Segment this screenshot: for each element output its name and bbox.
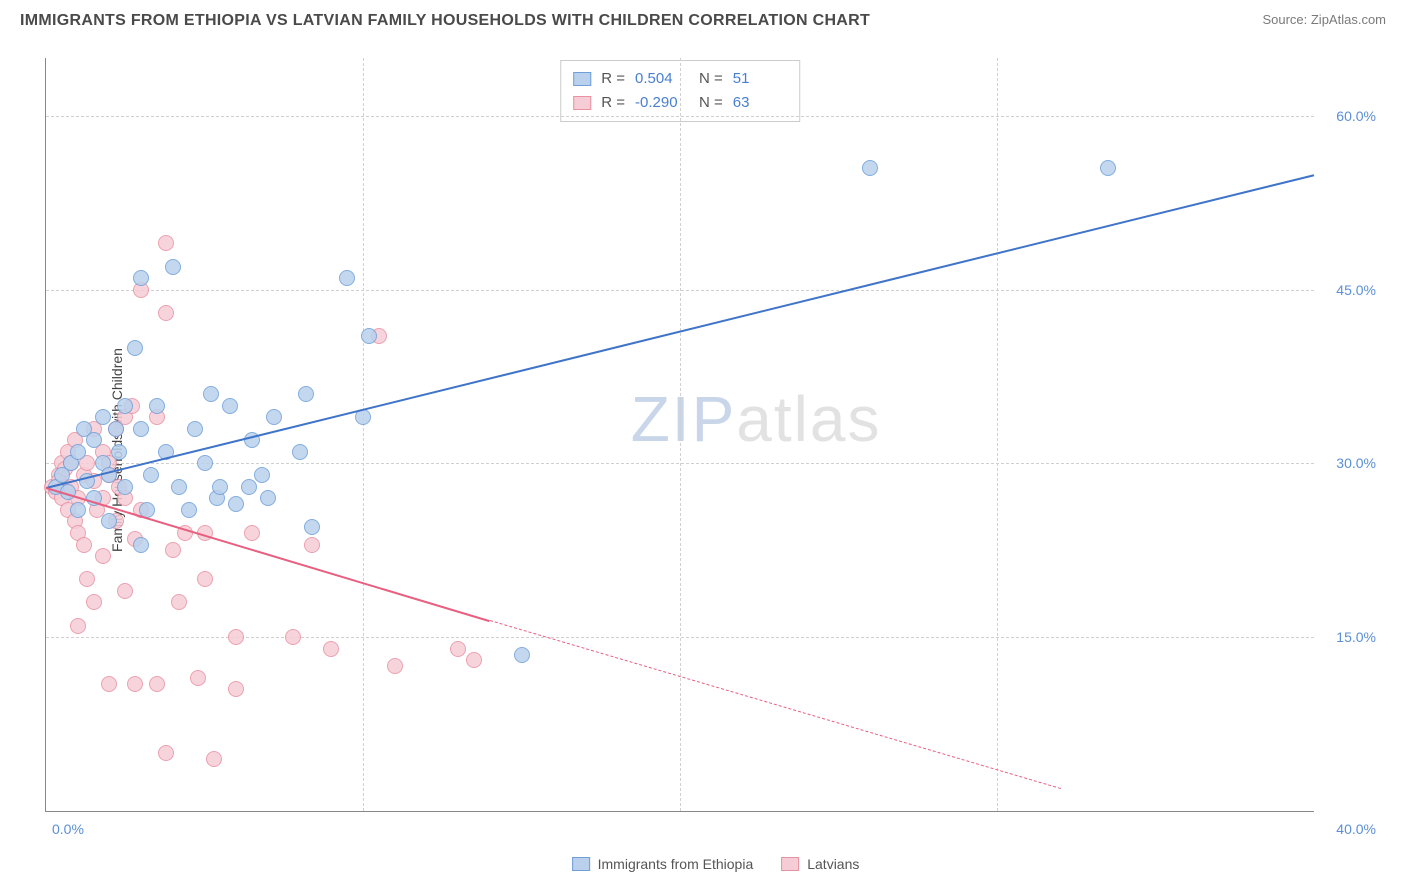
swatch-series-a bbox=[572, 857, 590, 871]
marker-series-b bbox=[117, 583, 133, 599]
marker-series-b bbox=[70, 618, 86, 634]
marker-series-a bbox=[127, 340, 143, 356]
plot-area: ZIPatlas R = 0.504 N = 51 R = -0.290 N =… bbox=[45, 58, 1314, 812]
marker-series-a bbox=[133, 270, 149, 286]
r-label: R = bbox=[601, 91, 625, 115]
marker-series-a bbox=[111, 444, 127, 460]
marker-series-b bbox=[197, 571, 213, 587]
marker-series-a bbox=[149, 398, 165, 414]
marker-series-b bbox=[158, 745, 174, 761]
marker-series-a bbox=[181, 502, 197, 518]
y-tick-label: 60.0% bbox=[1336, 108, 1376, 124]
marker-series-a bbox=[862, 160, 878, 176]
n-label: N = bbox=[699, 91, 723, 115]
legend-label-a: Immigrants from Ethiopia bbox=[598, 856, 754, 872]
chart-title: IMMIGRANTS FROM ETHIOPIA VS LATVIAN FAMI… bbox=[20, 12, 870, 30]
marker-series-b bbox=[95, 548, 111, 564]
marker-series-b bbox=[190, 670, 206, 686]
marker-series-b bbox=[228, 681, 244, 697]
marker-series-a bbox=[304, 519, 320, 535]
marker-series-b bbox=[387, 658, 403, 674]
marker-series-a bbox=[203, 386, 219, 402]
marker-series-b bbox=[206, 751, 222, 767]
legend-label-b: Latvians bbox=[807, 856, 859, 872]
marker-series-a bbox=[101, 513, 117, 529]
marker-series-a bbox=[133, 537, 149, 553]
y-tick-label: 15.0% bbox=[1336, 629, 1376, 645]
marker-series-b bbox=[76, 537, 92, 553]
x-max-label: 40.0% bbox=[1336, 821, 1376, 837]
gridline-v bbox=[363, 58, 364, 811]
marker-series-a bbox=[292, 444, 308, 460]
origin-label: 0.0% bbox=[52, 821, 84, 837]
marker-series-a bbox=[254, 467, 270, 483]
marker-series-b bbox=[158, 305, 174, 321]
marker-series-a bbox=[108, 421, 124, 437]
marker-series-b bbox=[171, 594, 187, 610]
marker-series-a bbox=[133, 421, 149, 437]
marker-series-b bbox=[285, 629, 301, 645]
marker-series-b bbox=[127, 676, 143, 692]
marker-series-b bbox=[466, 652, 482, 668]
n-value-b: 63 bbox=[733, 91, 787, 115]
gridline-v bbox=[997, 58, 998, 811]
marker-series-a bbox=[260, 490, 276, 506]
trendline-series-b-extrapolated bbox=[490, 620, 1061, 789]
watermark: ZIPatlas bbox=[631, 382, 882, 456]
chart-container: Family Households with Children ZIPatlas… bbox=[45, 58, 1386, 842]
marker-series-a bbox=[361, 328, 377, 344]
marker-series-a bbox=[339, 270, 355, 286]
marker-series-a bbox=[241, 479, 257, 495]
y-tick-label: 45.0% bbox=[1336, 282, 1376, 298]
marker-series-b bbox=[228, 629, 244, 645]
marker-series-b bbox=[323, 641, 339, 657]
marker-series-a bbox=[70, 444, 86, 460]
marker-series-a bbox=[70, 502, 86, 518]
swatch-series-b bbox=[573, 96, 591, 110]
swatch-series-b bbox=[781, 857, 799, 871]
r-label: R = bbox=[601, 67, 625, 91]
marker-series-a bbox=[143, 467, 159, 483]
marker-series-a bbox=[1100, 160, 1116, 176]
marker-series-a bbox=[197, 455, 213, 471]
gridline-v bbox=[680, 58, 681, 811]
marker-series-a bbox=[171, 479, 187, 495]
marker-series-a bbox=[165, 259, 181, 275]
marker-series-b bbox=[244, 525, 260, 541]
marker-series-a bbox=[228, 496, 244, 512]
n-value-a: 51 bbox=[733, 67, 787, 91]
marker-series-a bbox=[266, 409, 282, 425]
marker-series-a bbox=[86, 432, 102, 448]
marker-series-a bbox=[222, 398, 238, 414]
trendline-series-b bbox=[46, 487, 490, 622]
marker-series-a bbox=[298, 386, 314, 402]
bottom-legend: Immigrants from Ethiopia Latvians bbox=[572, 856, 860, 872]
legend-item-a: Immigrants from Ethiopia bbox=[572, 856, 754, 872]
marker-series-b bbox=[79, 571, 95, 587]
y-tick-label: 30.0% bbox=[1336, 455, 1376, 471]
marker-series-a bbox=[117, 479, 133, 495]
source-attribution: Source: ZipAtlas.com bbox=[1262, 12, 1386, 27]
marker-series-b bbox=[304, 537, 320, 553]
marker-series-b bbox=[158, 235, 174, 251]
n-label: N = bbox=[699, 67, 723, 91]
marker-series-a bbox=[187, 421, 203, 437]
marker-series-a bbox=[117, 398, 133, 414]
marker-series-a bbox=[514, 647, 530, 663]
marker-series-a bbox=[212, 479, 228, 495]
marker-series-b bbox=[86, 594, 102, 610]
marker-series-b bbox=[165, 542, 181, 558]
swatch-series-a bbox=[573, 72, 591, 86]
legend-item-b: Latvians bbox=[781, 856, 859, 872]
marker-series-b bbox=[149, 676, 165, 692]
marker-series-b bbox=[450, 641, 466, 657]
marker-series-b bbox=[101, 676, 117, 692]
